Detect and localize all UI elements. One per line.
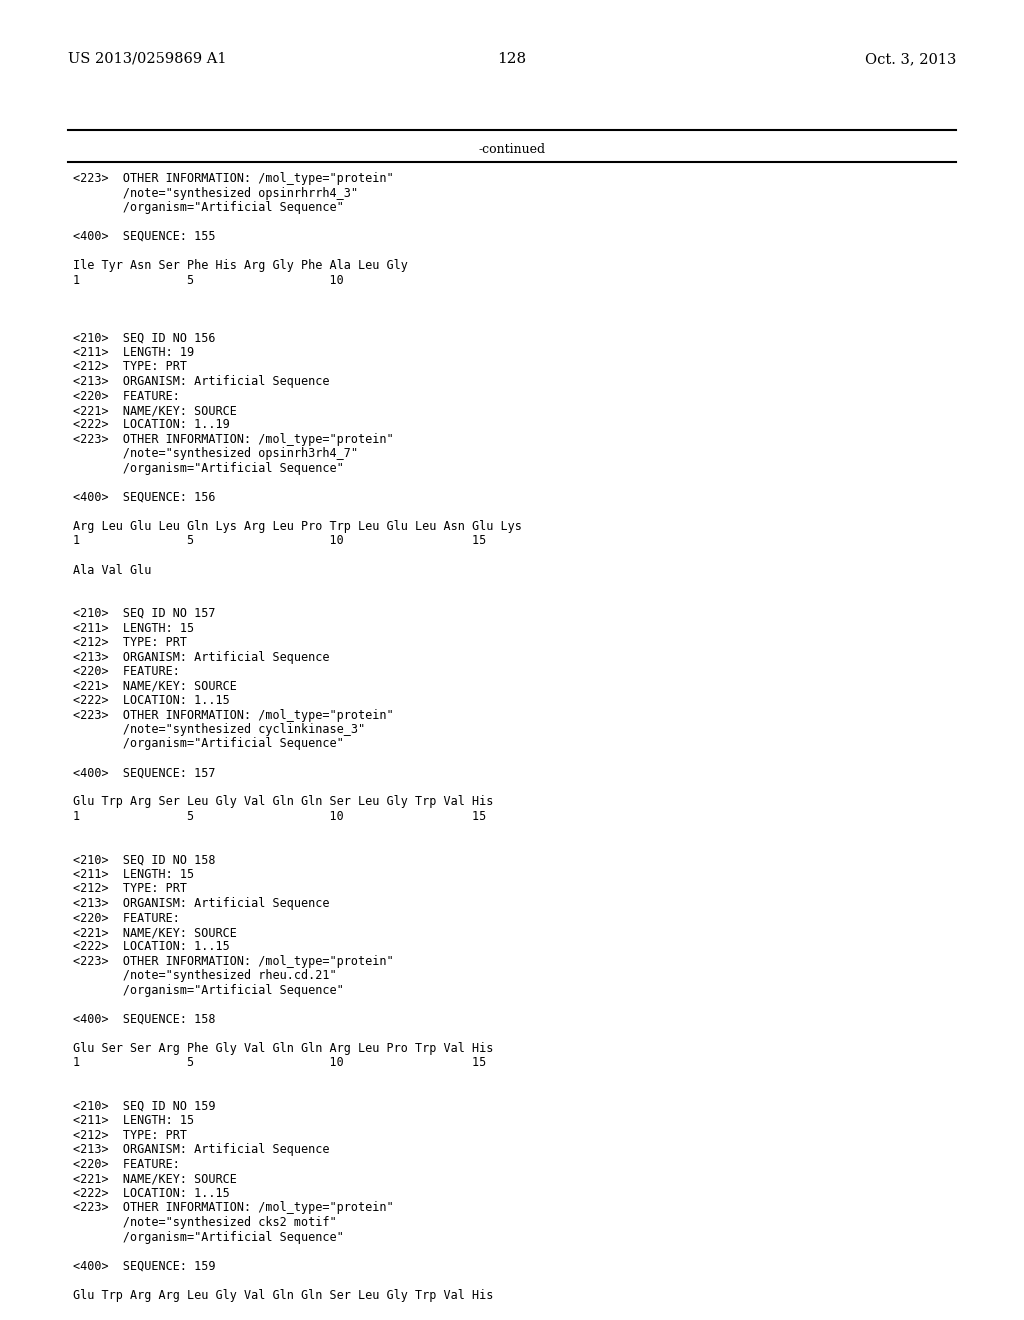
Text: Ile Tyr Asn Ser Phe His Arg Gly Phe Ala Leu Gly: Ile Tyr Asn Ser Phe His Arg Gly Phe Ala … [73, 259, 408, 272]
Text: <210>  SEQ ID NO 156: <210> SEQ ID NO 156 [73, 331, 215, 345]
Text: <220>  FEATURE:: <220> FEATURE: [73, 1158, 180, 1171]
Text: /note="synthesized opsinrhrrh4_3": /note="synthesized opsinrhrrh4_3" [73, 186, 358, 199]
Text: Oct. 3, 2013: Oct. 3, 2013 [864, 51, 956, 66]
Text: 128: 128 [498, 51, 526, 66]
Text: <213>  ORGANISM: Artificial Sequence: <213> ORGANISM: Artificial Sequence [73, 375, 330, 388]
Text: <212>  TYPE: PRT: <212> TYPE: PRT [73, 883, 187, 895]
Text: -continued: -continued [478, 143, 546, 156]
Text: Arg Leu Glu Leu Gln Lys Arg Leu Pro Trp Leu Glu Leu Asn Glu Lys: Arg Leu Glu Leu Gln Lys Arg Leu Pro Trp … [73, 520, 522, 533]
Text: US 2013/0259869 A1: US 2013/0259869 A1 [68, 51, 226, 66]
Text: 1               5                   10                  15: 1 5 10 15 [73, 810, 486, 822]
Text: <223>  OTHER INFORMATION: /mol_type="protein": <223> OTHER INFORMATION: /mol_type="prot… [73, 172, 393, 185]
Text: <222>  LOCATION: 1..15: <222> LOCATION: 1..15 [73, 940, 229, 953]
Text: <400>  SEQUENCE: 156: <400> SEQUENCE: 156 [73, 491, 215, 504]
Text: 1               5                   10: 1 5 10 [73, 273, 344, 286]
Text: /organism="Artificial Sequence": /organism="Artificial Sequence" [73, 201, 344, 214]
Text: <211>  LENGTH: 15: <211> LENGTH: 15 [73, 622, 195, 635]
Text: <400>  SEQUENCE: 158: <400> SEQUENCE: 158 [73, 1012, 215, 1026]
Text: <220>  FEATURE:: <220> FEATURE: [73, 389, 180, 403]
Text: <221>  NAME/KEY: SOURCE: <221> NAME/KEY: SOURCE [73, 404, 237, 417]
Text: Glu Ser Ser Arg Phe Gly Val Gln Gln Arg Leu Pro Trp Val His: Glu Ser Ser Arg Phe Gly Val Gln Gln Arg … [73, 1041, 494, 1055]
Text: /organism="Artificial Sequence": /organism="Artificial Sequence" [73, 983, 344, 997]
Text: <220>  FEATURE:: <220> FEATURE: [73, 665, 180, 678]
Text: <220>  FEATURE:: <220> FEATURE: [73, 912, 180, 924]
Text: <221>  NAME/KEY: SOURCE: <221> NAME/KEY: SOURCE [73, 680, 237, 693]
Text: <223>  OTHER INFORMATION: /mol_type="protein": <223> OTHER INFORMATION: /mol_type="prot… [73, 1201, 393, 1214]
Text: /note="synthesized rheu.cd.21": /note="synthesized rheu.cd.21" [73, 969, 337, 982]
Text: <223>  OTHER INFORMATION: /mol_type="protein": <223> OTHER INFORMATION: /mol_type="prot… [73, 433, 393, 446]
Text: <223>  OTHER INFORMATION: /mol_type="protein": <223> OTHER INFORMATION: /mol_type="prot… [73, 709, 393, 722]
Text: Glu Trp Arg Ser Leu Gly Val Gln Gln Ser Leu Gly Trp Val His: Glu Trp Arg Ser Leu Gly Val Gln Gln Ser … [73, 796, 494, 808]
Text: /organism="Artificial Sequence": /organism="Artificial Sequence" [73, 738, 344, 751]
Text: <400>  SEQUENCE: 159: <400> SEQUENCE: 159 [73, 1259, 215, 1272]
Text: <212>  TYPE: PRT: <212> TYPE: PRT [73, 1129, 187, 1142]
Text: <213>  ORGANISM: Artificial Sequence: <213> ORGANISM: Artificial Sequence [73, 898, 330, 909]
Text: <212>  TYPE: PRT: <212> TYPE: PRT [73, 636, 187, 649]
Text: <212>  TYPE: PRT: <212> TYPE: PRT [73, 360, 187, 374]
Text: <400>  SEQUENCE: 155: <400> SEQUENCE: 155 [73, 230, 215, 243]
Text: <213>  ORGANISM: Artificial Sequence: <213> ORGANISM: Artificial Sequence [73, 1143, 330, 1156]
Text: <221>  NAME/KEY: SOURCE: <221> NAME/KEY: SOURCE [73, 927, 237, 939]
Text: /note="synthesized cks2 motif": /note="synthesized cks2 motif" [73, 1216, 337, 1229]
Text: 1               5                   10                  15: 1 5 10 15 [73, 535, 486, 548]
Text: <222>  LOCATION: 1..15: <222> LOCATION: 1..15 [73, 1187, 229, 1200]
Text: <400>  SEQUENCE: 157: <400> SEQUENCE: 157 [73, 767, 215, 780]
Text: /note="synthesized opsinrh3rh4_7": /note="synthesized opsinrh3rh4_7" [73, 447, 358, 461]
Text: <222>  LOCATION: 1..15: <222> LOCATION: 1..15 [73, 694, 229, 708]
Text: <223>  OTHER INFORMATION: /mol_type="protein": <223> OTHER INFORMATION: /mol_type="prot… [73, 954, 393, 968]
Text: /organism="Artificial Sequence": /organism="Artificial Sequence" [73, 1230, 344, 1243]
Text: <210>  SEQ ID NO 157: <210> SEQ ID NO 157 [73, 607, 215, 620]
Text: <221>  NAME/KEY: SOURCE: <221> NAME/KEY: SOURCE [73, 1172, 237, 1185]
Text: /organism="Artificial Sequence": /organism="Artificial Sequence" [73, 462, 344, 475]
Text: <211>  LENGTH: 19: <211> LENGTH: 19 [73, 346, 195, 359]
Text: Ala Val Glu: Ala Val Glu [73, 564, 152, 577]
Text: <210>  SEQ ID NO 158: <210> SEQ ID NO 158 [73, 854, 215, 866]
Text: <210>  SEQ ID NO 159: <210> SEQ ID NO 159 [73, 1100, 215, 1113]
Text: <222>  LOCATION: 1..19: <222> LOCATION: 1..19 [73, 418, 229, 432]
Text: <211>  LENGTH: 15: <211> LENGTH: 15 [73, 869, 195, 880]
Text: <213>  ORGANISM: Artificial Sequence: <213> ORGANISM: Artificial Sequence [73, 651, 330, 664]
Text: <211>  LENGTH: 15: <211> LENGTH: 15 [73, 1114, 195, 1127]
Text: Glu Trp Arg Arg Leu Gly Val Gln Gln Ser Leu Gly Trp Val His: Glu Trp Arg Arg Leu Gly Val Gln Gln Ser … [73, 1288, 494, 1302]
Text: /note="synthesized cyclinkinase_3": /note="synthesized cyclinkinase_3" [73, 723, 366, 737]
Text: 1               5                   10                  15: 1 5 10 15 [73, 1056, 486, 1069]
